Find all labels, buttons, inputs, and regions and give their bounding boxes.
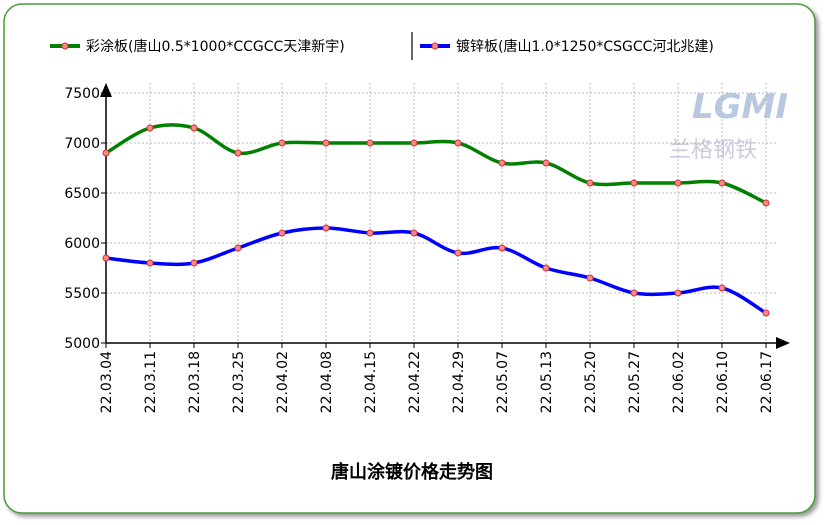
y-tick-label: 5000	[64, 336, 100, 352]
x-tick-label: 22.04.02	[275, 351, 291, 413]
legend-label: 彩涂板(唐山0.5*1000*CCGCC天津新宇)	[86, 38, 345, 55]
chart-title: 唐山涂镀价格走势图	[331, 461, 493, 483]
data-point	[322, 224, 330, 232]
x-tick-label: 22.06.17	[759, 351, 775, 413]
data-point	[278, 229, 286, 237]
data-point	[674, 179, 682, 187]
data-point	[146, 259, 154, 267]
data-point	[542, 159, 550, 167]
data-point	[586, 179, 594, 187]
x-tick-label: 22.06.10	[715, 351, 731, 413]
data-point	[586, 274, 594, 282]
legend-marker	[61, 42, 69, 50]
data-point	[278, 139, 286, 147]
data-point	[542, 264, 550, 272]
x-tick-label: 22.04.15	[363, 351, 379, 413]
series-line	[105, 123, 767, 205]
x-tick-label: 22.03.04	[99, 351, 115, 413]
data-point	[102, 149, 110, 157]
data-point	[366, 139, 374, 147]
x-tick-label: 22.04.22	[407, 351, 423, 413]
y-tick-label: 6500	[64, 186, 100, 202]
x-tick-label: 22.05.13	[539, 351, 555, 413]
y-tick-label: 7000	[64, 136, 100, 152]
data-point	[234, 149, 242, 157]
data-point	[234, 244, 242, 252]
data-point	[674, 289, 682, 297]
data-point	[410, 229, 418, 237]
y-axis-arrow	[100, 83, 112, 97]
x-tick-label: 22.03.18	[187, 351, 203, 413]
logo: LGMI	[692, 87, 788, 127]
data-point	[630, 289, 638, 297]
legend-label: 镀锌板(唐山1.0*1250*CSGCC河北兆建)	[456, 38, 714, 55]
data-point	[366, 229, 374, 237]
logo-subtext: 兰格钢铁	[669, 138, 757, 163]
data-point	[190, 259, 198, 267]
data-point	[102, 254, 110, 262]
data-point	[454, 249, 462, 257]
y-tick-label: 6000	[64, 236, 100, 252]
data-point	[762, 309, 770, 317]
frame	[3, 3, 816, 514]
data-point	[498, 159, 506, 167]
data-point	[454, 139, 462, 147]
x-axis-arrow	[776, 337, 790, 349]
x-tick-label: 22.03.11	[143, 351, 159, 413]
x-tick-label: 22.03.25	[231, 351, 247, 413]
y-tick-label: 5500	[64, 286, 100, 302]
data-point	[718, 284, 726, 292]
data-point	[146, 124, 154, 132]
data-point	[718, 179, 726, 187]
data-point	[322, 139, 330, 147]
x-tick-label: 22.05.07	[495, 351, 511, 413]
series-line	[105, 226, 767, 315]
legend-marker	[431, 42, 439, 50]
data-point	[630, 179, 638, 187]
data-point	[498, 244, 506, 252]
data-point	[410, 139, 418, 147]
y-tick-label: 7500	[64, 86, 100, 102]
x-tick-label: 22.05.20	[583, 351, 599, 413]
x-tick-label: 22.04.08	[319, 351, 335, 413]
x-tick-label: 22.05.27	[627, 351, 643, 413]
data-point	[190, 124, 198, 132]
x-tick-label: 22.04.29	[451, 351, 467, 413]
data-point	[762, 199, 770, 207]
x-tick-label: 22.06.02	[671, 351, 687, 413]
